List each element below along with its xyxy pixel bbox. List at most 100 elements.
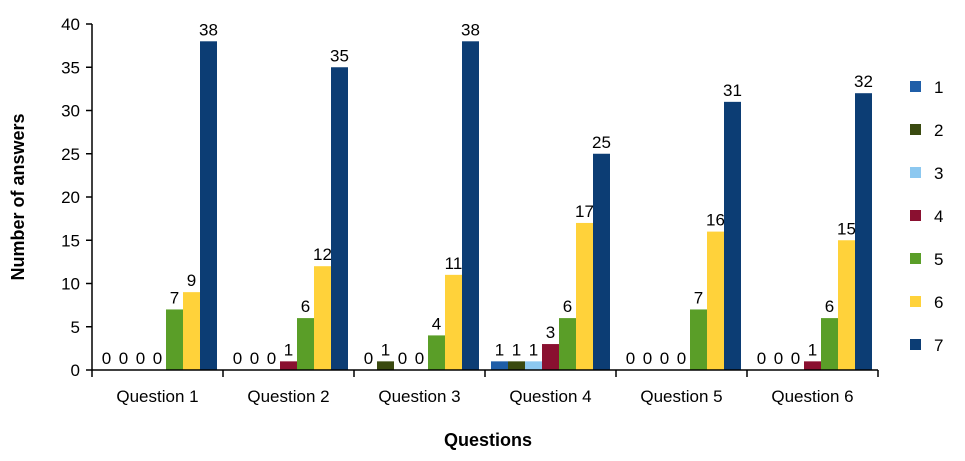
bar <box>855 93 872 370</box>
bars <box>166 41 872 371</box>
data-label: 0 <box>153 349 162 368</box>
data-label: 35 <box>330 46 349 65</box>
bar <box>508 361 525 370</box>
data-label: 0 <box>250 349 259 368</box>
bar <box>804 361 821 370</box>
bar <box>559 318 576 370</box>
bar <box>377 361 394 370</box>
data-label: 1 <box>512 340 521 359</box>
data-label: 6 <box>563 297 572 316</box>
category-label: Question 1 <box>116 387 198 406</box>
data-label: 12 <box>313 245 332 264</box>
bar <box>707 231 724 370</box>
data-label: 0 <box>757 349 766 368</box>
data-label: 0 <box>119 349 128 368</box>
legend-swatch <box>910 339 921 350</box>
data-label: 0 <box>677 349 686 368</box>
bar <box>593 153 610 370</box>
data-label: 16 <box>706 211 725 230</box>
category-label: Question 2 <box>247 387 329 406</box>
category-label: Question 6 <box>771 387 853 406</box>
data-label: 0 <box>233 349 242 368</box>
bar <box>462 41 479 371</box>
data-label: 6 <box>825 297 834 316</box>
data-label: 31 <box>723 81 742 100</box>
x-axis-category-labels: Question 1 Question 2 Question 3 Question 4… <box>116 387 853 406</box>
bar <box>724 101 741 370</box>
bar <box>445 274 462 370</box>
legend-swatch <box>910 210 921 221</box>
bar <box>428 335 445 370</box>
legend-label: 3 <box>934 164 943 183</box>
data-label: 17 <box>575 202 594 221</box>
bar <box>576 222 593 370</box>
data-label: 6 <box>301 297 310 316</box>
y-tick-label: 20 <box>61 188 80 207</box>
y-tick-label: 35 <box>61 58 80 77</box>
data-label: 7 <box>694 288 703 307</box>
data-label: 9 <box>187 271 196 290</box>
legend-swatch <box>910 124 921 135</box>
legend-label: 1 <box>934 78 943 97</box>
bar <box>183 292 200 370</box>
data-label: 0 <box>791 349 800 368</box>
data-label: 15 <box>837 219 856 238</box>
category-label: Question 3 <box>378 387 460 406</box>
data-label: 0 <box>415 349 424 368</box>
y-tick-label: 5 <box>71 318 80 337</box>
data-label: 32 <box>854 72 873 91</box>
legend: 1 2 3 4 5 6 7 <box>910 78 943 355</box>
legend-label: 4 <box>934 207 943 226</box>
y-tick-label: 25 <box>61 145 80 164</box>
data-label: 0 <box>136 349 145 368</box>
legend-swatch <box>910 81 921 92</box>
x-axis-title: Questions <box>444 430 532 450</box>
legend-label: 5 <box>934 250 943 269</box>
data-label: 0 <box>102 349 111 368</box>
category-label: Question 4 <box>509 387 591 406</box>
bar <box>297 318 314 370</box>
data-label: 7 <box>170 288 179 307</box>
data-label: 3 <box>546 323 555 342</box>
y-axis-title: Number of answers <box>8 113 28 280</box>
data-label: 1 <box>529 340 538 359</box>
legend-label: 2 <box>934 121 943 140</box>
data-label: 1 <box>284 340 293 359</box>
data-label: 0 <box>364 349 373 368</box>
y-tick-label: 15 <box>61 231 80 250</box>
bar <box>838 240 855 370</box>
bar <box>166 309 183 370</box>
bar <box>314 266 331 370</box>
legend-swatch <box>910 253 921 264</box>
bar <box>280 361 297 370</box>
data-label: 1 <box>808 340 817 359</box>
legend-swatch <box>910 167 921 178</box>
data-label: 25 <box>592 133 611 152</box>
y-tick-label: 40 <box>61 15 80 34</box>
data-label: 4 <box>432 314 441 333</box>
y-tick-label: 0 <box>71 361 80 380</box>
y-tick-label: 10 <box>61 275 80 294</box>
data-label: 1 <box>495 340 504 359</box>
bar <box>525 361 542 370</box>
data-label: 38 <box>461 20 480 39</box>
data-label: 0 <box>267 349 276 368</box>
data-label: 11 <box>445 254 463 273</box>
bar <box>491 361 508 370</box>
data-label: 1 <box>381 340 390 359</box>
legend-label: 6 <box>934 293 943 312</box>
data-label: 0 <box>774 349 783 368</box>
data-label: 38 <box>199 20 218 39</box>
data-label: 0 <box>398 349 407 368</box>
bar <box>690 309 707 370</box>
legend-swatch <box>910 296 921 307</box>
bar <box>542 344 559 370</box>
bar <box>200 41 217 371</box>
category-label: Question 5 <box>640 387 722 406</box>
data-label: 0 <box>643 349 652 368</box>
bar <box>821 318 838 370</box>
legend-label: 7 <box>934 336 943 355</box>
